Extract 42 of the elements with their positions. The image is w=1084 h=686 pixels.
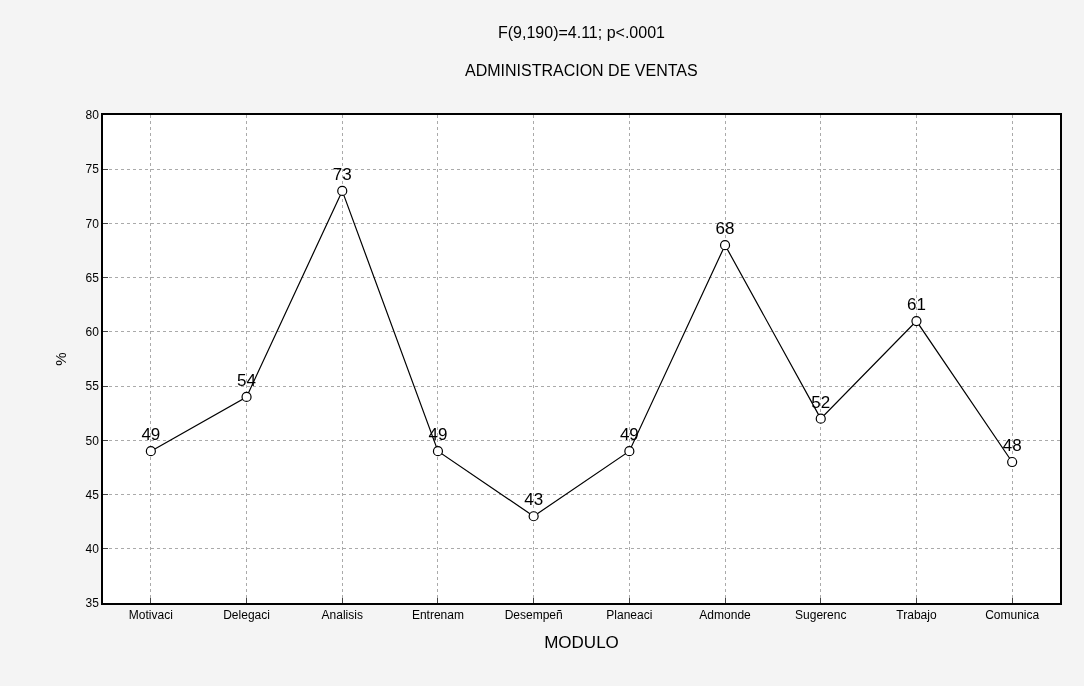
point xyxy=(815,413,826,424)
y-tick-label: 55 xyxy=(85,379,100,394)
y-tick-label: 75 xyxy=(85,162,100,177)
x-tick-label: Analisis xyxy=(321,608,363,623)
x-tick-label: Admonde xyxy=(699,608,752,623)
x-tick-label: Comunica xyxy=(985,608,1040,623)
point xyxy=(528,511,539,522)
x-tick-label: Desempeñ xyxy=(504,608,563,623)
data-label: 49 xyxy=(619,425,639,445)
data-label: 61 xyxy=(906,295,926,315)
point xyxy=(432,446,444,457)
point xyxy=(624,446,635,457)
y-tick-label: 80 xyxy=(85,108,100,123)
y-tick-label: 65 xyxy=(85,270,100,285)
data-label: 52 xyxy=(811,392,831,412)
chart-subtitle: ADMINISTRACION DE VENTAS xyxy=(465,62,698,79)
point xyxy=(241,391,252,403)
x-tick-label: Trabajo xyxy=(896,608,937,623)
data-label: 49 xyxy=(141,425,161,445)
x-tick-label: Delegaci xyxy=(223,608,270,623)
point xyxy=(1007,456,1018,468)
x-tick-label: Motivaci xyxy=(128,608,173,623)
y-tick-label: 40 xyxy=(85,541,100,556)
chart-title: F(9,190)=4.11; p<.0001 xyxy=(498,24,666,41)
y-tick-label: 70 xyxy=(85,216,100,231)
point xyxy=(337,185,348,197)
point xyxy=(911,315,922,327)
point xyxy=(719,240,731,251)
x-tick-label: Entrenam xyxy=(411,608,464,623)
y-tick-label: 60 xyxy=(85,325,100,340)
data-label: 48 xyxy=(1002,436,1022,456)
point xyxy=(145,446,156,457)
y-axis-title: % xyxy=(52,352,70,366)
y-tick-label: 35 xyxy=(85,596,100,611)
y-tick-label: 50 xyxy=(85,433,100,448)
x-tick-label: Sugerenc xyxy=(795,608,847,623)
x-axis-title: MODULO xyxy=(544,633,619,653)
data-label: 68 xyxy=(715,219,735,239)
data-label: 73 xyxy=(332,165,352,185)
x-tick-label: Planeaci xyxy=(606,608,653,623)
y-tick-label: 45 xyxy=(85,487,100,502)
data-label: 43 xyxy=(524,490,544,510)
